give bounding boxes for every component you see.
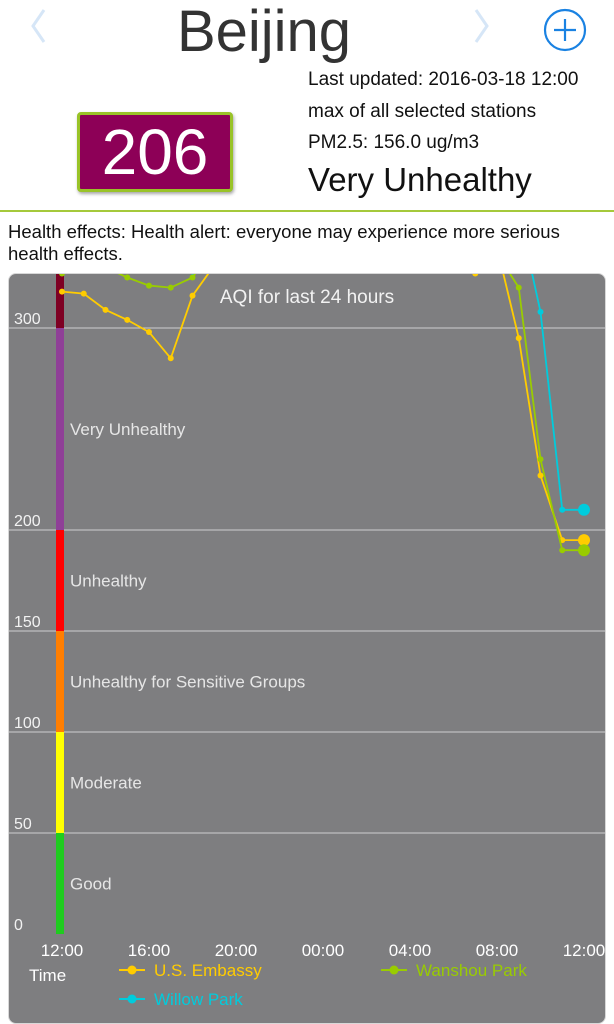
divider — [0, 210, 614, 212]
legend-marker — [389, 965, 399, 975]
aqi-band-label: Unhealthy — [70, 572, 147, 591]
series-line — [62, 274, 584, 552]
aqi-band-label: Good — [70, 875, 112, 894]
data-point — [167, 284, 174, 291]
data-point — [59, 274, 65, 277]
aqi-band-bar — [56, 631, 64, 732]
legend-marker — [127, 994, 137, 1004]
last-updated-text: Last updated: 2016-03-18 12:00 — [308, 69, 579, 90]
series-line — [61, 274, 584, 542]
aqi-category: Very Unhealthy — [308, 161, 532, 198]
x-tick-label: 16:00 — [128, 941, 171, 960]
data-point — [189, 292, 196, 299]
aqi-band-bar — [56, 732, 64, 833]
data-point — [472, 274, 479, 277]
data-point — [515, 284, 522, 291]
chevron-left-icon[interactable] — [28, 6, 48, 53]
aqi-chart-panel: AQI for last 24 hours050100150200300500G… — [8, 273, 606, 1024]
data-point — [578, 534, 590, 547]
chevron-right-icon[interactable] — [472, 6, 492, 53]
aqi-band-label: Moderate — [70, 774, 142, 793]
x-axis-label: Time — [29, 966, 66, 985]
data-point — [537, 308, 544, 315]
city-title: Beijing — [176, 0, 352, 64]
aqi-band-bar — [56, 833, 64, 934]
y-tick-label: 200 — [14, 513, 41, 530]
data-point — [537, 472, 544, 479]
y-tick-label: 300 — [14, 311, 41, 328]
data-point — [559, 547, 566, 554]
x-tick-label: 04:00 — [389, 941, 432, 960]
health-effects-text: Health effects: Health alert: everyone m… — [8, 221, 560, 264]
series-line — [531, 274, 584, 511]
data-point — [146, 282, 152, 289]
plus-circle-icon[interactable] — [541, 6, 589, 54]
x-tick-label: 08:00 — [476, 941, 519, 960]
data-point — [578, 503, 590, 516]
aqi-band-label: Very Unhealthy — [70, 420, 186, 439]
legend-label: U.S. Embassy — [154, 961, 262, 980]
pm25-text: PM2.5: 156.0 ug/m3 — [308, 132, 480, 153]
data-point — [189, 274, 196, 281]
data-point — [559, 506, 566, 513]
legend-marker — [127, 965, 137, 975]
data-point — [124, 274, 131, 281]
aqi-chart: AQI for last 24 hours050100150200300500G… — [9, 274, 605, 1009]
data-point — [80, 290, 87, 297]
data-point — [59, 288, 65, 295]
legend-label: Willow Park — [154, 990, 243, 1009]
aqi-band-bar — [56, 328, 64, 530]
aqi-value-badge: 206 — [77, 112, 233, 192]
x-tick-label: 20:00 — [215, 941, 258, 960]
y-tick-label: 50 — [14, 816, 32, 833]
x-tick-label: 00:00 — [302, 941, 345, 960]
aqi-band-bar — [56, 274, 64, 328]
station-selection-text: max of all selected stations — [308, 101, 537, 122]
y-tick-label: 100 — [14, 715, 41, 732]
x-tick-label: 12:00 — [41, 941, 84, 960]
data-point — [146, 329, 152, 336]
data-point — [537, 456, 544, 463]
data-point — [578, 544, 590, 557]
aqi-band-label: Unhealthy for Sensitive Groups — [70, 673, 305, 692]
y-tick-label: 150 — [14, 614, 41, 631]
chart-title: AQI for last 24 hours — [220, 287, 394, 308]
x-tick-label: 12:00 — [563, 941, 605, 960]
data-point — [124, 316, 131, 323]
data-point — [167, 355, 174, 362]
aqi-band-bar — [56, 530, 64, 631]
data-point — [515, 335, 522, 342]
data-point — [102, 306, 109, 313]
y-tick-label: 0 — [14, 917, 23, 934]
legend-label: Wanshou Park — [416, 961, 527, 980]
